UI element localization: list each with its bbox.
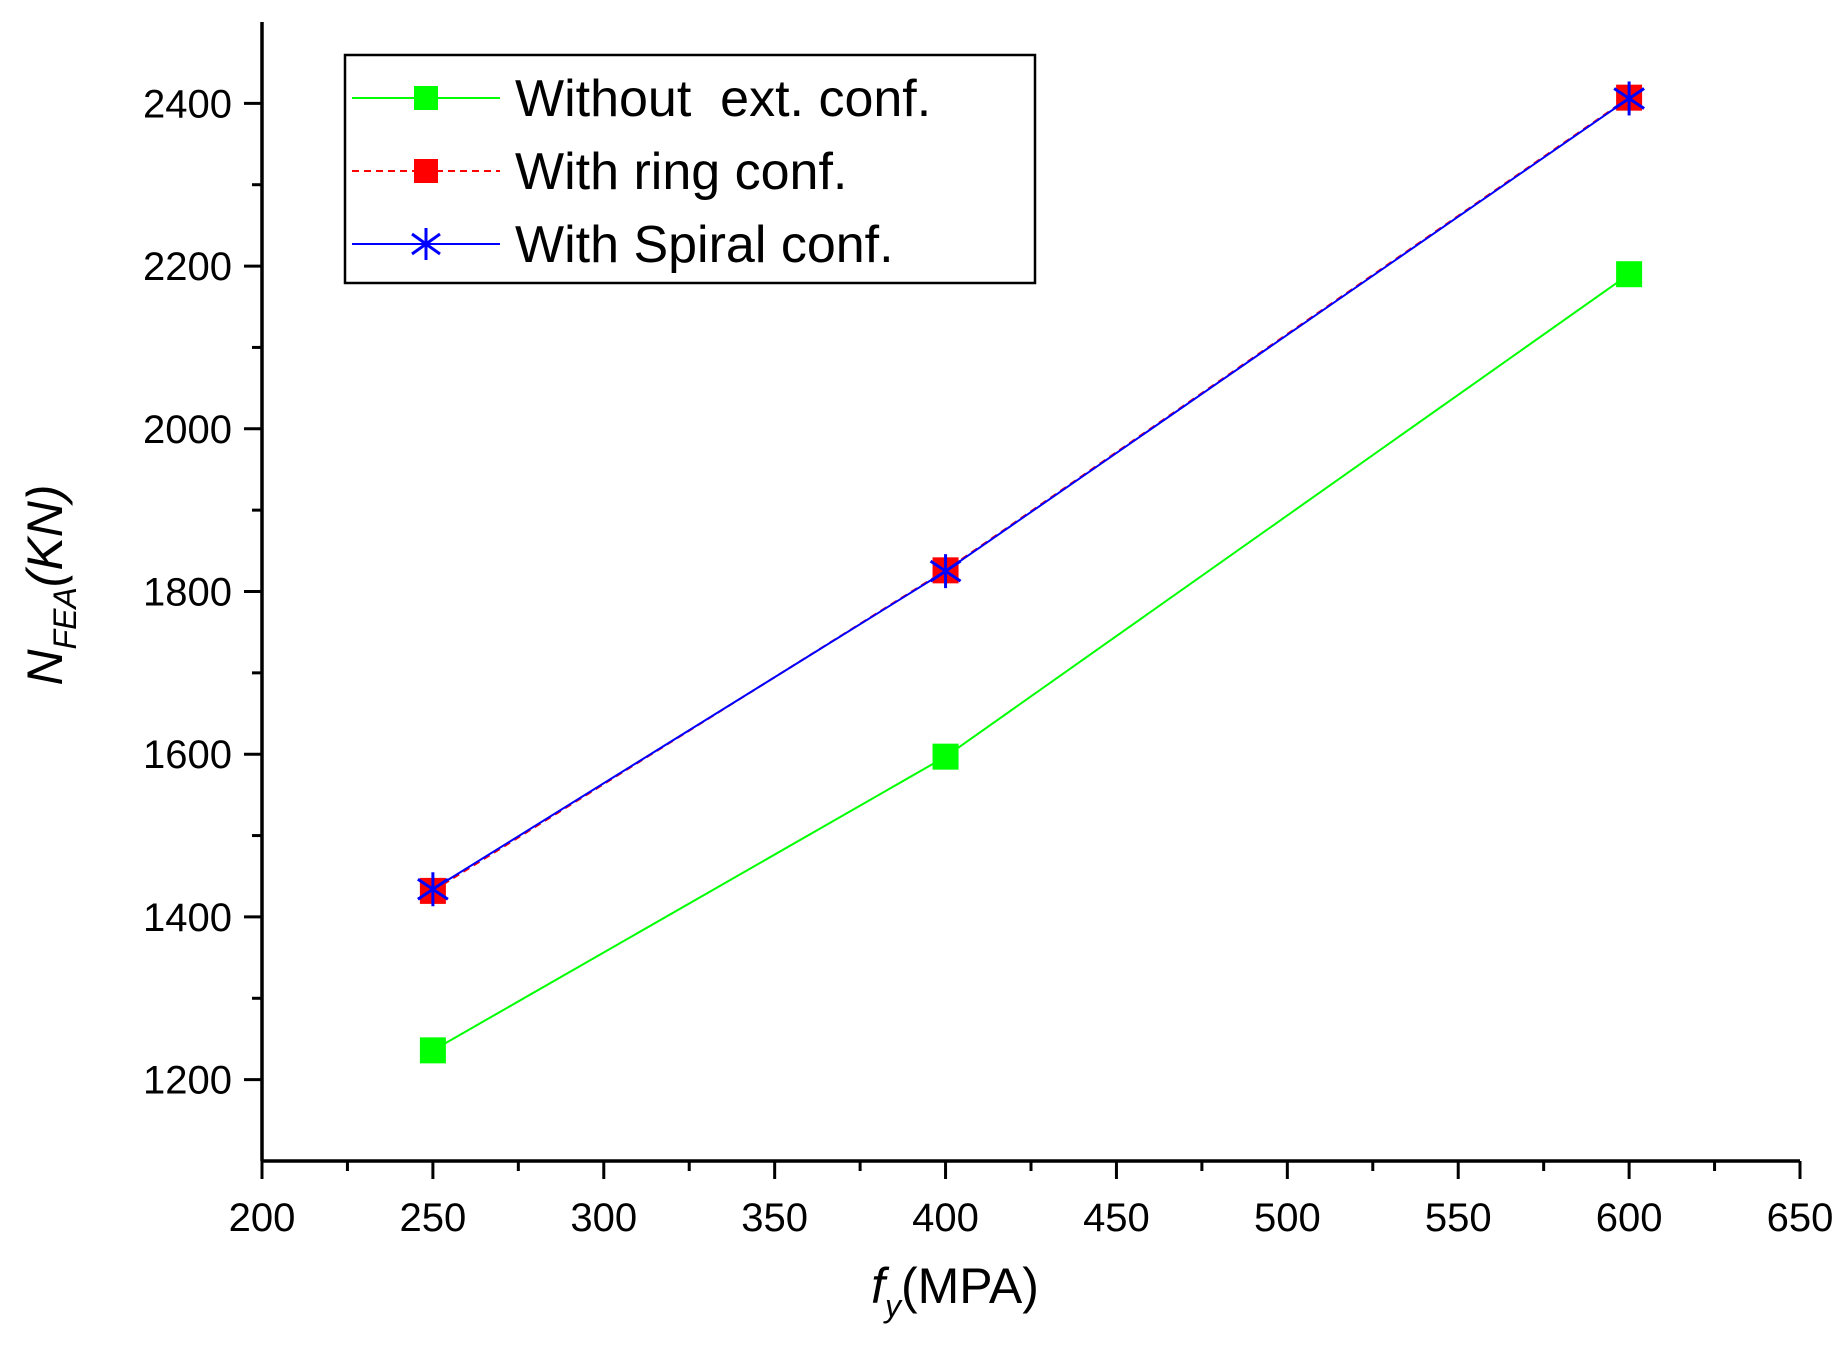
legend-item-without-ext-conf: Without ext. conf. bbox=[352, 70, 931, 128]
plot-series bbox=[417, 81, 1645, 1064]
data-point-asterisk bbox=[929, 554, 962, 589]
y-tick-label: 2000 bbox=[143, 408, 232, 452]
series-2 bbox=[417, 81, 1645, 907]
legend-label-with-ring-conf: With ring conf. bbox=[515, 143, 847, 201]
data-point-asterisk bbox=[1613, 81, 1645, 116]
legend-item-with-spiral-conf: With Spiral conf. bbox=[352, 216, 894, 274]
data-point-asterisk bbox=[417, 872, 449, 907]
legend: Without ext. conf. With ring conf. With … bbox=[343, 53, 1037, 285]
legend-marker-square-green bbox=[414, 86, 438, 110]
x-tick-label: 500 bbox=[1254, 1196, 1321, 1240]
x-tick-label: 450 bbox=[1083, 1196, 1150, 1240]
y-axis-ticks: 1200 1400 1600 1800 2000 2200 2400 bbox=[143, 82, 262, 1103]
x-tick-label: 650 bbox=[1767, 1196, 1834, 1240]
legend-label-with-spiral-conf: With Spiral conf. bbox=[515, 216, 894, 274]
x-tick-label: 200 bbox=[229, 1196, 296, 1240]
legend-marker-asterisk-blue bbox=[411, 228, 441, 260]
legend-marker-square-red bbox=[414, 159, 438, 183]
x-tick-label: 300 bbox=[570, 1196, 637, 1240]
legend-item-with-ring-conf: With ring conf. bbox=[352, 143, 847, 201]
data-point-square bbox=[1616, 261, 1643, 288]
x-tick-label: 600 bbox=[1596, 1196, 1663, 1240]
y-axis-title: NFEA(KN) bbox=[17, 484, 83, 685]
y-tick-label: 1400 bbox=[143, 896, 232, 940]
series-line bbox=[432, 273, 1630, 1052]
x-tick-label: 250 bbox=[400, 1196, 467, 1240]
x-tick-label: 400 bbox=[912, 1196, 979, 1240]
x-axis-title: fy(MPA) bbox=[871, 1258, 1039, 1324]
y-tick-label: 2400 bbox=[143, 82, 232, 126]
data-point-square bbox=[932, 743, 959, 770]
y-tick-label: 2200 bbox=[143, 245, 232, 289]
x-axis-ticks: 200 250 300 350 400 450 500 550 600 650 bbox=[229, 1161, 1834, 1240]
y-tick-label: 1800 bbox=[143, 571, 232, 615]
x-tick-label: 350 bbox=[741, 1196, 808, 1240]
y-tick-label: 1600 bbox=[143, 733, 232, 777]
y-tick-label: 1200 bbox=[143, 1059, 232, 1103]
data-point-square bbox=[419, 1037, 446, 1064]
legend-label-without-ext-conf: Without ext. conf. bbox=[515, 70, 931, 128]
x-tick-label: 550 bbox=[1425, 1196, 1492, 1240]
series-0 bbox=[419, 261, 1643, 1064]
